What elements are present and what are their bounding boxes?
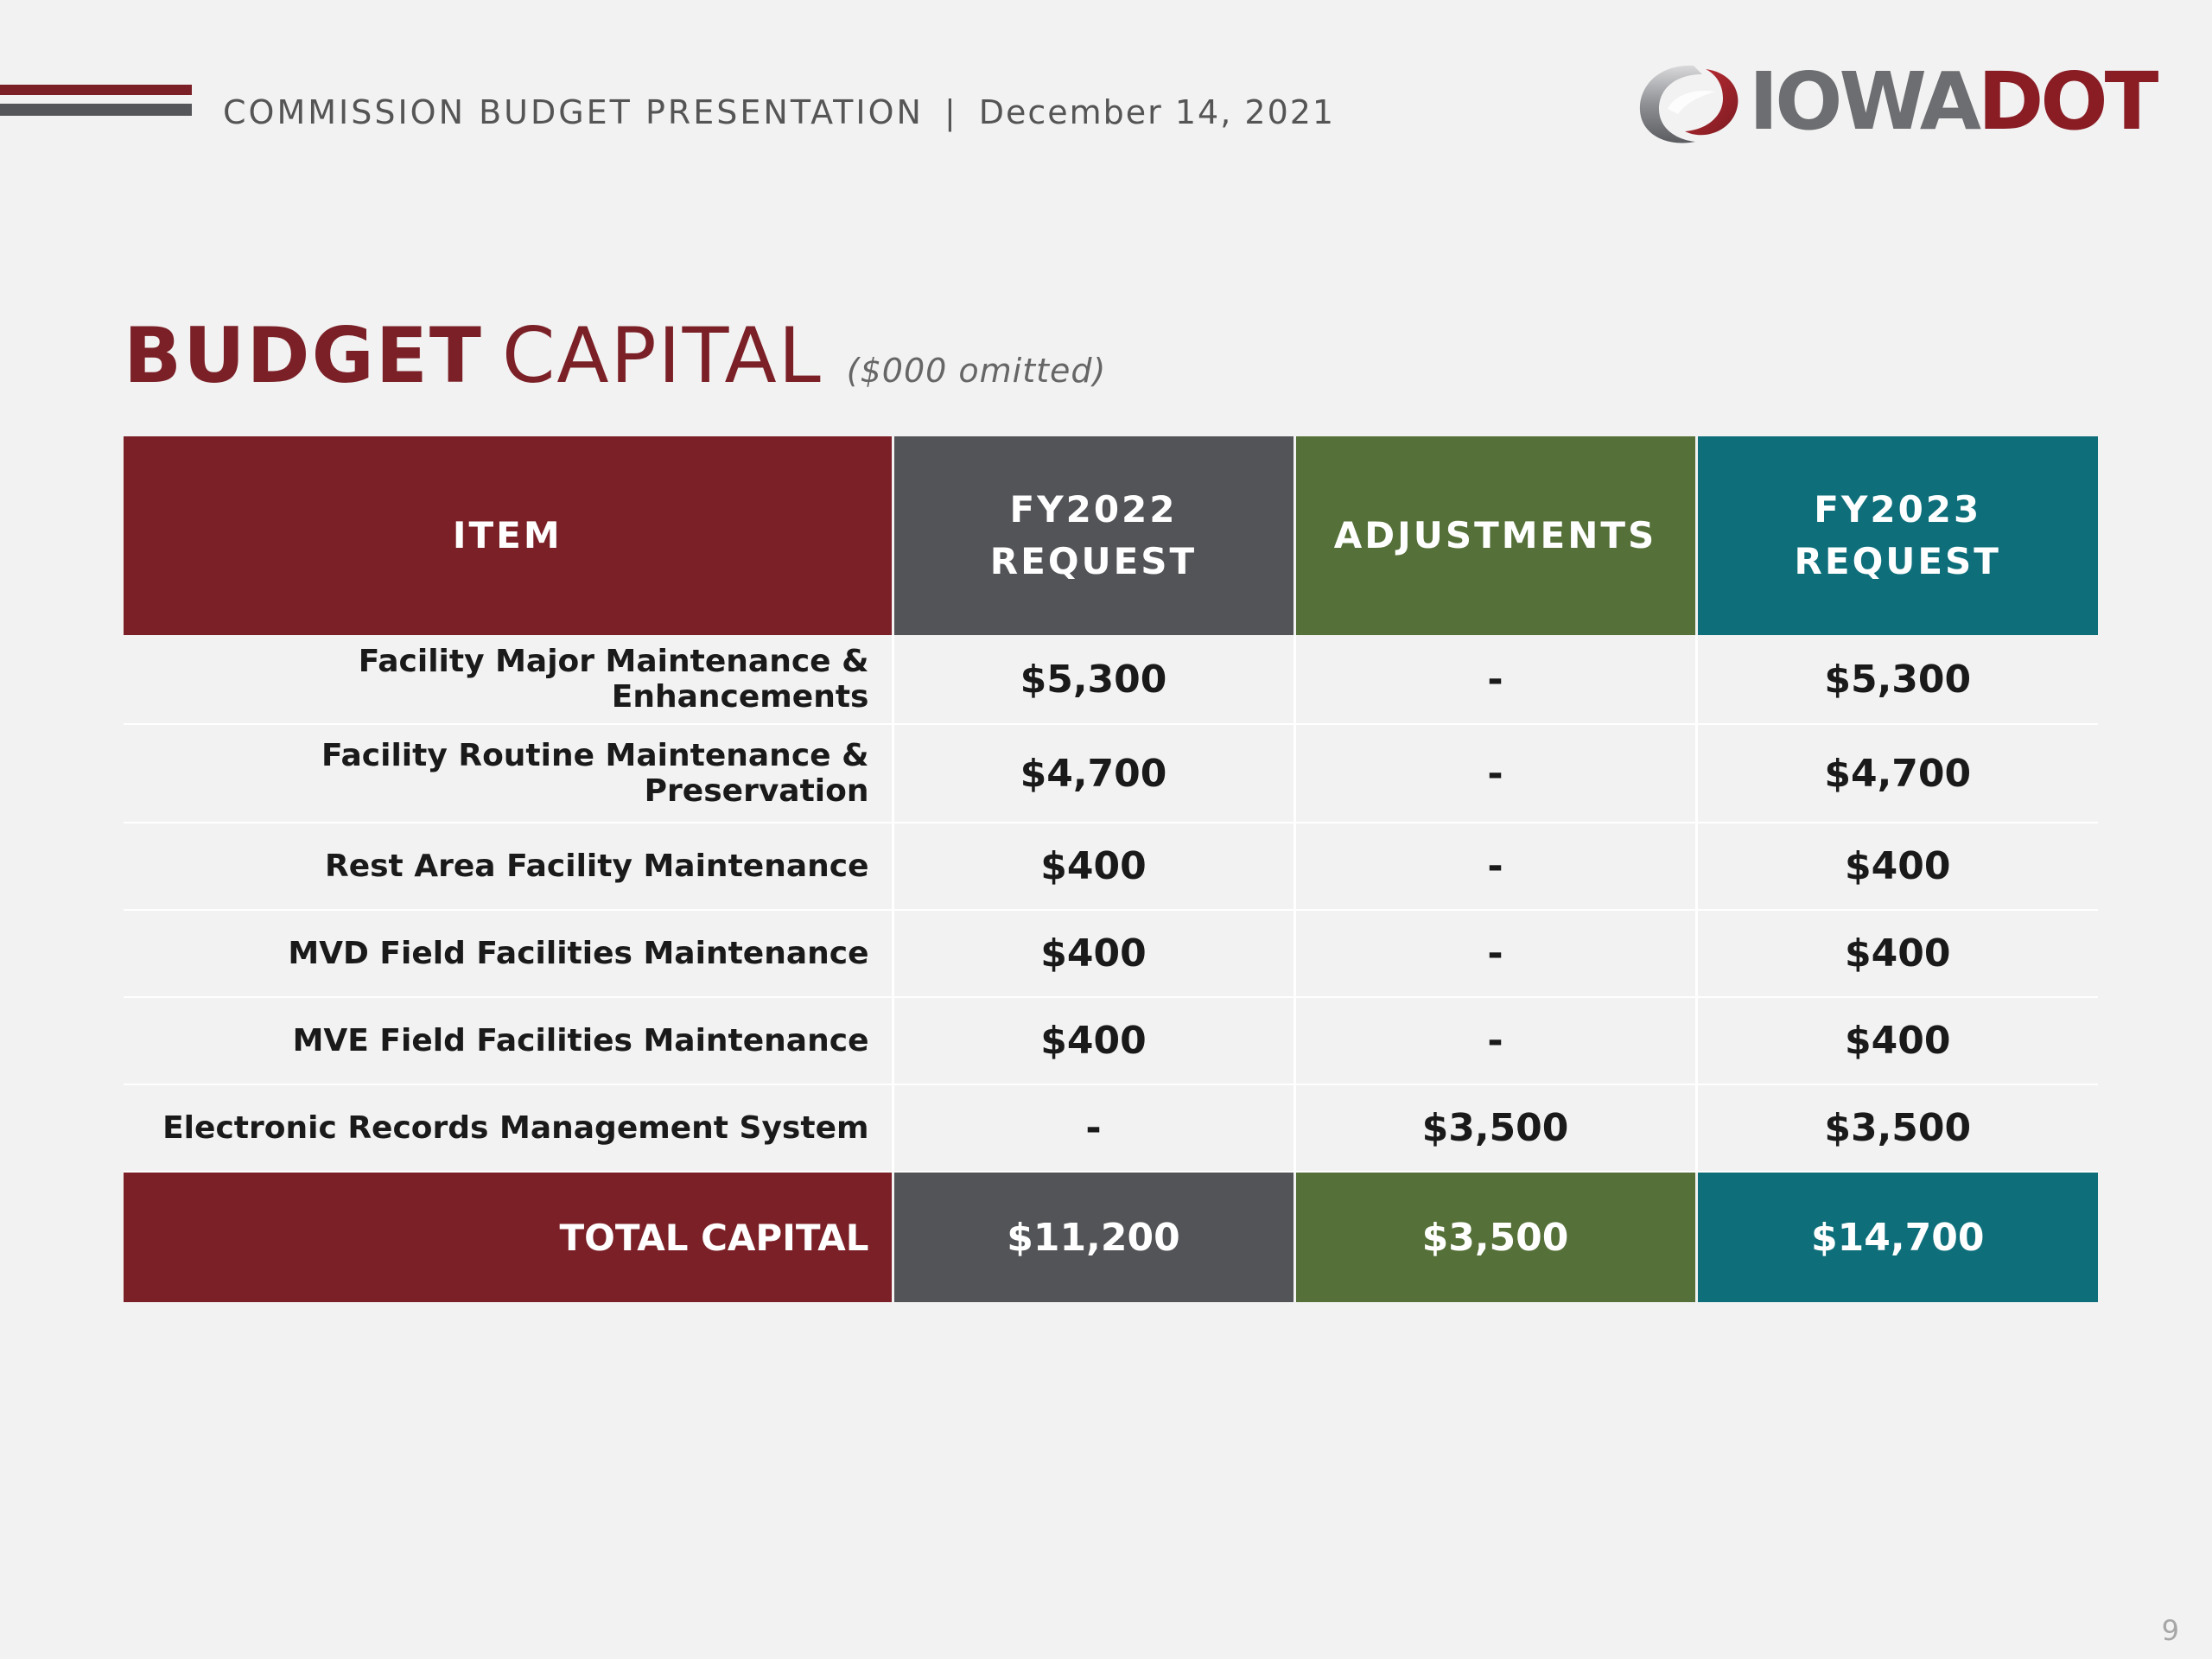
row-item: MVD Field Facilities Maintenance: [124, 910, 893, 998]
row-item: Facility Major Maintenance & Enhancement…: [124, 635, 893, 725]
row-fy2023: $3,500: [1694, 1084, 2098, 1173]
column-header-fy2022: FY2022 REQUEST: [891, 436, 1294, 635]
logo-word-dot: DOT: [1978, 55, 2158, 148]
row-item: Rest Area Facility Maintenance: [124, 823, 893, 911]
column-header-adjustments: ADJUSTMENTS: [1293, 436, 1696, 635]
page-number: 9: [2161, 1614, 2179, 1647]
row-fy2022: $4,700: [891, 724, 1294, 823]
presentation-title: COMMISSION BUDGET PRESENTATION: [223, 93, 924, 131]
table-row: Facility Routine Maintenance & Preservat…: [124, 724, 2098, 823]
table-header-row: ITEM FY2022 REQUEST ADJUSTMENTS FY2023 REQ…: [124, 436, 2098, 635]
table-row: MVD Field Facilities Maintenance $400 - …: [124, 910, 2098, 998]
iowa-dot-logo: IOWADOT: [1633, 57, 2158, 152]
presentation-date: December 14, 2021: [978, 93, 1336, 131]
row-fy2023: $4,700: [1694, 724, 2098, 823]
row-item: Electronic Records Management System: [124, 1084, 893, 1173]
row-item: Facility Routine Maintenance & Preservat…: [124, 724, 893, 823]
table-row: Electronic Records Management System - $…: [124, 1084, 2098, 1173]
row-fy2023: $400: [1694, 910, 2098, 998]
row-adjustments: -: [1293, 910, 1696, 998]
row-fy2022: $400: [891, 997, 1294, 1085]
row-fy2022: $5,300: [891, 635, 1294, 725]
accent-bar-red: [0, 85, 192, 95]
header-accent-bars: [0, 85, 192, 116]
row-adjustments: -: [1293, 823, 1696, 911]
row-fy2023: $5,300: [1694, 635, 2098, 725]
row-adjustments: -: [1293, 724, 1696, 823]
total-fy2022: $11,200: [891, 1171, 1294, 1302]
table-total-row: TOTAL CAPITAL $11,200 $3,500 $14,700: [124, 1171, 2098, 1302]
logo-word-iowa: IOWA: [1749, 55, 1981, 148]
logo-wordmark: IOWADOT: [1749, 62, 2158, 142]
table-row: Facility Major Maintenance & Enhancement…: [124, 635, 2098, 725]
row-fy2022: $400: [891, 823, 1294, 911]
title-bold: BUDGET: [124, 311, 483, 400]
accent-bar-gray: [0, 104, 192, 116]
row-adjustments: -: [1293, 997, 1696, 1085]
table-row: MVE Field Facilities Maintenance $400 - …: [124, 997, 2098, 1085]
total-fy2023: $14,700: [1694, 1171, 2098, 1302]
header-separator: |: [944, 93, 958, 131]
row-fy2023: $400: [1694, 997, 2098, 1085]
row-fy2022: -: [891, 1084, 1294, 1173]
budget-capital-table: ITEM FY2022 REQUEST ADJUSTMENTS FY2023 REQ…: [124, 436, 2098, 1302]
swoosh-emblem-icon: [1639, 65, 1738, 143]
table-row: Rest Area Facility Maintenance $400 - $4…: [124, 823, 2098, 911]
column-header-item: ITEM: [124, 436, 893, 635]
title-light: CAPITAL: [501, 311, 823, 400]
total-adjustments: $3,500: [1293, 1171, 1696, 1302]
row-fy2023: $400: [1694, 823, 2098, 911]
total-item: TOTAL CAPITAL: [124, 1171, 893, 1302]
row-item: MVE Field Facilities Maintenance: [124, 997, 893, 1085]
title-note: ($000 omitted): [846, 352, 1107, 390]
slide-title: BUDGET CAPITAL ($000 omitted): [124, 311, 1106, 400]
row-adjustments: -: [1293, 635, 1696, 725]
row-fy2022: $400: [891, 910, 1294, 998]
presentation-header: COMMISSION BUDGET PRESENTATION | December …: [223, 93, 1335, 131]
column-header-fy2023: FY2023 REQUEST: [1694, 436, 2098, 635]
row-adjustments: $3,500: [1293, 1084, 1696, 1173]
